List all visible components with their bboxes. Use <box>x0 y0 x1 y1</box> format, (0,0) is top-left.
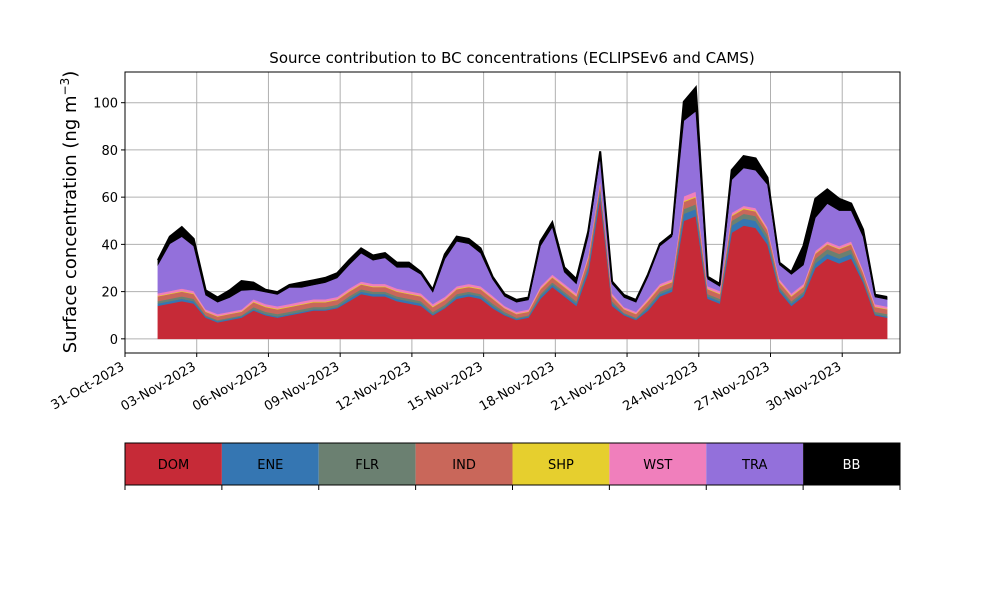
x-tick-label: 24-Nov-2023 <box>621 359 701 414</box>
x-tick-label: 31-Oct-2023 <box>49 359 127 413</box>
y-tick-label: 0 <box>110 333 118 348</box>
chart-title: Source contribution to BC concentrations… <box>269 49 754 67</box>
legend-label: BB <box>843 458 861 473</box>
legend-swatch-wst <box>609 443 707 485</box>
stacked-areas <box>157 86 888 340</box>
x-tick-label: 03-Nov-2023 <box>118 359 198 414</box>
legend-label: IND <box>452 458 476 473</box>
total-line <box>157 85 888 302</box>
legend-label: SHP <box>548 458 574 473</box>
y-tick-label: 20 <box>101 286 118 301</box>
legend-swatch-bb <box>803 443 900 485</box>
x-tick-label: 21-Nov-2023 <box>549 359 629 414</box>
plot-frame <box>124 71 901 354</box>
legend-swatch-tra <box>706 443 804 485</box>
legend-swatch-dom <box>125 443 222 485</box>
x-tick-label: 06-Nov-2023 <box>190 359 270 414</box>
legend-swatch-flr <box>318 443 416 485</box>
y-axis-label: Surface concentration (ng m−3) <box>58 71 81 354</box>
legend-label: WST <box>643 458 672 473</box>
x-tick-label: 09-Nov-2023 <box>262 359 342 414</box>
y-tick-label: 80 <box>101 144 118 159</box>
legend-swatch-ene <box>221 443 319 485</box>
x-tick-label: 12-Nov-2023 <box>334 359 414 414</box>
legend-label: DOM <box>158 458 189 473</box>
x-tick-label: 15-Nov-2023 <box>405 359 485 414</box>
legend-label: ENE <box>257 458 283 473</box>
legend-swatch-ind <box>415 443 513 485</box>
x-tick-label: 27-Nov-2023 <box>692 359 772 414</box>
legend-label: FLR <box>355 458 379 473</box>
total-outline <box>157 85 888 302</box>
x-tick-label: 18-Nov-2023 <box>477 359 557 414</box>
y-tick-label: 100 <box>93 97 118 112</box>
y-tick-label: 40 <box>101 238 118 253</box>
legend-swatch-shp <box>512 443 610 485</box>
legend: DOM ENE FLR IND SHP WST TRA BB <box>124 442 901 490</box>
legend-label: TRA <box>741 458 767 473</box>
x-tick-label: 30-Nov-2023 <box>764 359 844 414</box>
y-tick-label: 60 <box>101 191 118 206</box>
